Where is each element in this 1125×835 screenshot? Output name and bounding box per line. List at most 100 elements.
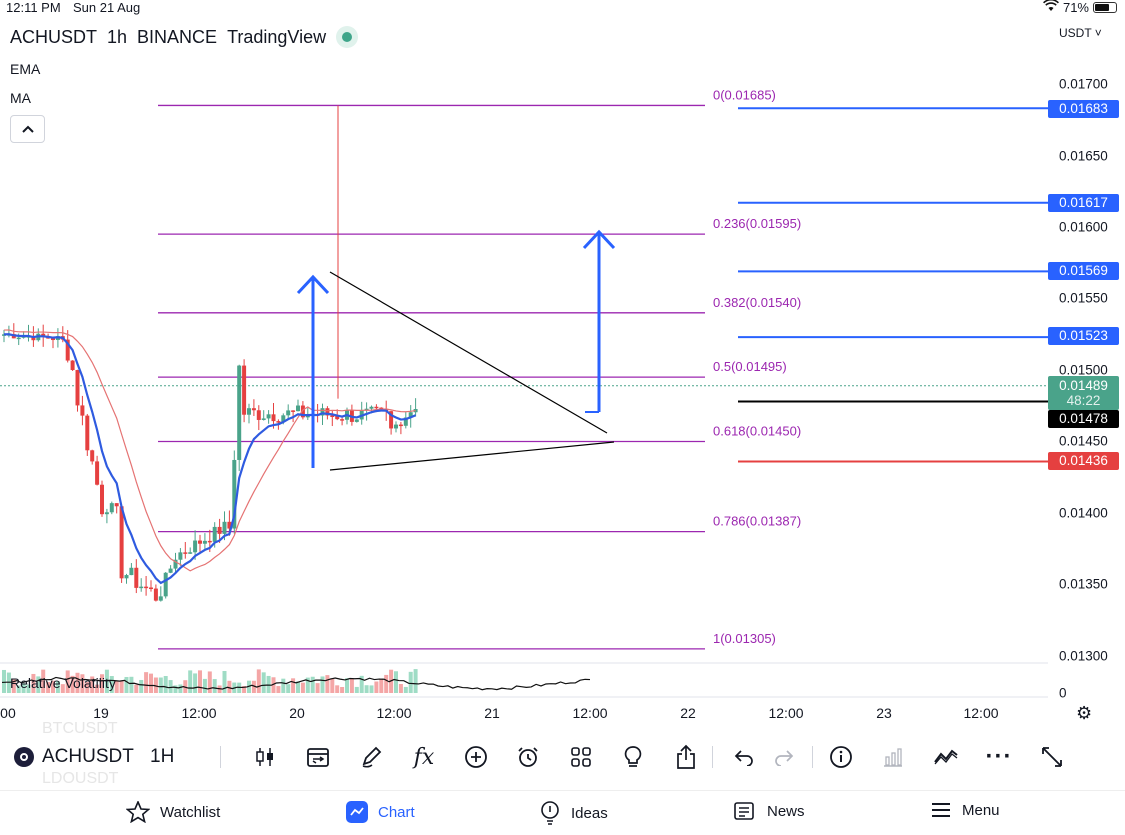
- volume-bar: [286, 684, 291, 693]
- redo-icon[interactable]: [768, 741, 800, 773]
- price-level-tag[interactable]: 0.01683: [1048, 100, 1119, 118]
- chart-settings-gear-icon[interactable]: ⚙: [1076, 703, 1093, 723]
- volume-bar: [55, 681, 60, 693]
- volume-bar: [21, 683, 26, 693]
- price-level-tag[interactable]: 0.01617: [1048, 194, 1119, 212]
- fib-level-label: 0.5(0.01495): [713, 359, 787, 374]
- undo-icon[interactable]: [728, 741, 760, 773]
- toolbar-divider: [812, 746, 813, 768]
- candle-body: [80, 405, 85, 416]
- price-axis-tick: 0.01350: [1059, 576, 1108, 592]
- toolbar-symbol[interactable]: ACHUSDT: [42, 746, 134, 767]
- volume-bar: [139, 679, 144, 693]
- volume-bar: [178, 684, 183, 693]
- price-axis-tick: 0.01550: [1059, 290, 1108, 306]
- volume-bar: [359, 675, 364, 693]
- brush-icon[interactable]: [355, 741, 387, 773]
- price-axis-tick: 0.01650: [1059, 148, 1108, 164]
- toolbar-divider: [712, 746, 713, 768]
- volume-bar: [158, 677, 163, 693]
- more-icon[interactable]: ···: [985, 743, 1013, 770]
- volume-bar: [325, 675, 330, 693]
- candle-body: [394, 424, 398, 429]
- volume-bar: [398, 683, 403, 693]
- nav-news[interactable]: News: [733, 801, 805, 821]
- volume-bar: [124, 676, 129, 693]
- price-level-tag[interactable]: 0.01436: [1048, 452, 1119, 470]
- time-axis-tick: 12:00: [963, 705, 999, 721]
- volume-bar: [379, 679, 384, 693]
- ideas-lightbulb-icon[interactable]: [617, 741, 649, 773]
- volume-bar: [173, 685, 178, 693]
- volume-bar: [266, 675, 271, 693]
- indicators-fx-icon[interactable]: fx: [413, 744, 435, 770]
- candle-body: [325, 408, 330, 416]
- ghost-symbol-text: LDOUSDT: [42, 770, 119, 787]
- chart-header[interactable]: ACHUSDT 1h BINANCE TradingView: [10, 26, 359, 48]
- candle-body: [158, 596, 163, 601]
- candle-body: [70, 360, 75, 371]
- candle-body: [256, 410, 261, 420]
- bars-icon[interactable]: [877, 741, 909, 773]
- volume-bar: [36, 676, 41, 693]
- volume-bar: [335, 685, 340, 693]
- volume-bar: [261, 672, 266, 693]
- candle-body: [119, 506, 124, 579]
- symbol-label[interactable]: ACHUSDT: [10, 26, 98, 47]
- volume-bar: [222, 671, 227, 693]
- nav-menu[interactable]: Menu: [930, 801, 1000, 819]
- alert-clock-icon[interactable]: [512, 741, 544, 773]
- fullscreen-icon[interactable]: [1036, 741, 1068, 773]
- candle-body: [281, 415, 286, 422]
- toolbar-interval[interactable]: 1H: [150, 746, 175, 767]
- candle-body: [202, 540, 207, 544]
- candle-body: [276, 421, 281, 423]
- fib-level-label: 0(0.01685): [713, 87, 776, 102]
- volume-bar: [193, 673, 198, 693]
- price-chart[interactable]: 0(0.01685) 0.236(0.01595) 0.382(0.01540) 0.…: [0, 0, 1048, 700]
- ema-indicator-label[interactable]: EMA: [10, 61, 41, 77]
- collapse-indicators-button[interactable]: [10, 115, 45, 143]
- share-icon[interactable]: [670, 741, 702, 773]
- volume-bar: [369, 685, 374, 693]
- volume-bar: [11, 679, 16, 693]
- menu-icon: [932, 803, 950, 817]
- time-axis-tick: 12:00: [572, 705, 608, 721]
- volume-bar: [330, 678, 335, 693]
- replay-icon[interactable]: [302, 741, 334, 773]
- currency-selector[interactable]: USDT ˅: [1059, 26, 1102, 40]
- candle-body: [41, 333, 46, 337]
- volume-bar: [281, 678, 286, 693]
- candle-body: [139, 586, 144, 589]
- market-status-icon[interactable]: [336, 26, 359, 48]
- wifi-icon: [1043, 0, 1059, 15]
- star-icon: [126, 801, 150, 823]
- volatility-label: Relative Volatility: [10, 675, 116, 691]
- layouts-icon[interactable]: [565, 741, 597, 773]
- status-right: 71%: [1043, 0, 1117, 15]
- info-icon[interactable]: [825, 741, 857, 773]
- nav-menu-label: Menu: [962, 801, 1000, 819]
- volume-bar: [188, 670, 193, 693]
- nav-ideas[interactable]: Ideas: [539, 801, 608, 825]
- nav-watchlist[interactable]: Watchlist: [126, 801, 220, 823]
- price-axis-tick: 0.01450: [1059, 433, 1108, 449]
- nav-chart[interactable]: Chart: [346, 801, 415, 823]
- candle-body: [354, 419, 359, 422]
- volume-bar: [65, 670, 70, 693]
- interval-label[interactable]: 1h: [107, 26, 128, 47]
- price-level-tag[interactable]: 0.01523: [1048, 327, 1119, 345]
- ma-indicator-label[interactable]: MA: [10, 90, 31, 106]
- price-level-tag[interactable]: 0.01569: [1048, 262, 1119, 280]
- candles-icon[interactable]: [249, 741, 281, 773]
- add-icon[interactable]: [460, 741, 492, 773]
- trend-icon[interactable]: [930, 741, 962, 773]
- volume-bar: [134, 684, 139, 693]
- price-level-tag[interactable]: 0.01478: [1048, 410, 1119, 428]
- candle-body: [389, 411, 394, 429]
- candle-body: [271, 414, 276, 422]
- candle-body: [75, 370, 80, 406]
- battery-icon: [1093, 2, 1117, 13]
- candle-body: [217, 526, 222, 534]
- candle-body: [134, 567, 139, 588]
